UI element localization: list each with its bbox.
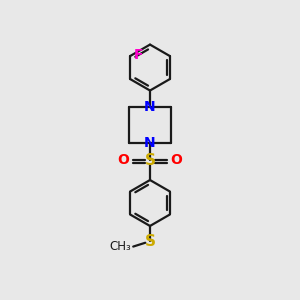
Text: N: N bbox=[144, 100, 156, 114]
Text: O: O bbox=[171, 153, 182, 167]
Text: N: N bbox=[144, 136, 156, 150]
Text: S: S bbox=[145, 234, 155, 249]
Text: S: S bbox=[145, 153, 155, 168]
Text: O: O bbox=[118, 153, 129, 167]
Text: CH₃: CH₃ bbox=[110, 240, 131, 253]
Text: F: F bbox=[134, 49, 143, 62]
